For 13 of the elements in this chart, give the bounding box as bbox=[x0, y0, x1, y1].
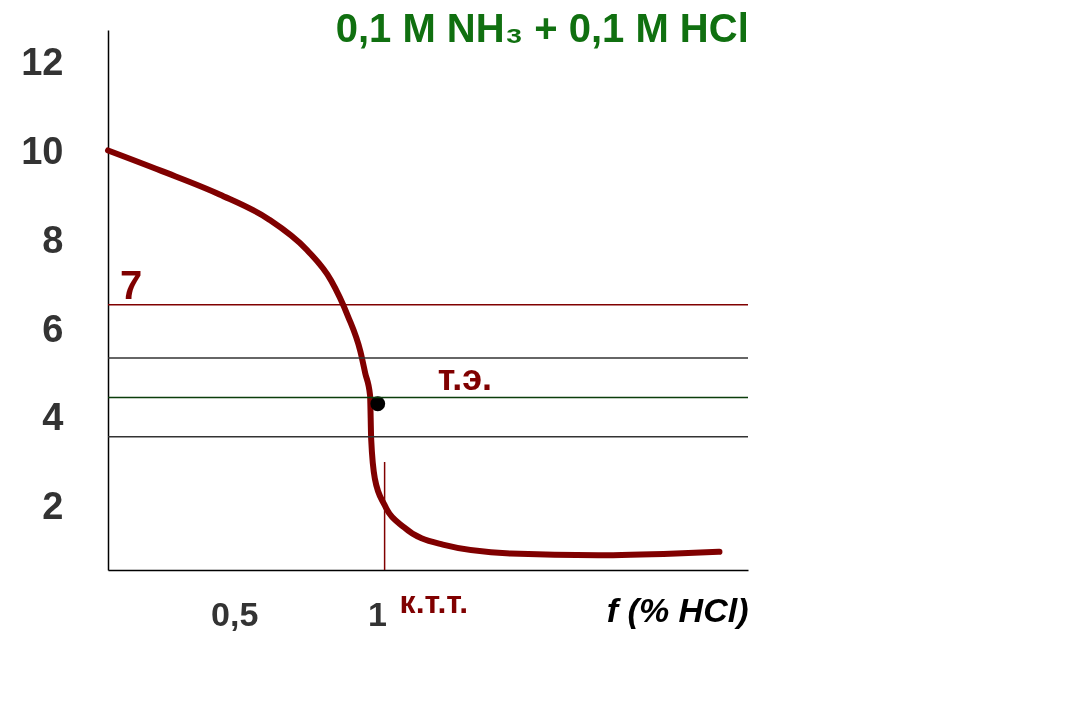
y-tick-label: 4 bbox=[42, 396, 64, 439]
x-axis-title: f (% HCl) bbox=[606, 590, 749, 629]
x-tick-label: 1 bbox=[367, 594, 387, 633]
ref-line-label: к.т.т. bbox=[399, 584, 469, 620]
y-tick-label: 12 bbox=[21, 40, 64, 83]
chart-title: 0,1 M NH₃ + 0,1 M HCl bbox=[335, 6, 749, 50]
y-tick-label: 10 bbox=[21, 129, 64, 172]
annotation: т.э. bbox=[437, 356, 493, 398]
y-tick-label: 8 bbox=[42, 218, 64, 261]
ref-line-label: 7 bbox=[120, 262, 143, 307]
y-tick-label: 6 bbox=[42, 307, 64, 350]
x-tick-label: 0,5 bbox=[211, 594, 259, 633]
y-tick-label: 2 bbox=[42, 485, 64, 528]
